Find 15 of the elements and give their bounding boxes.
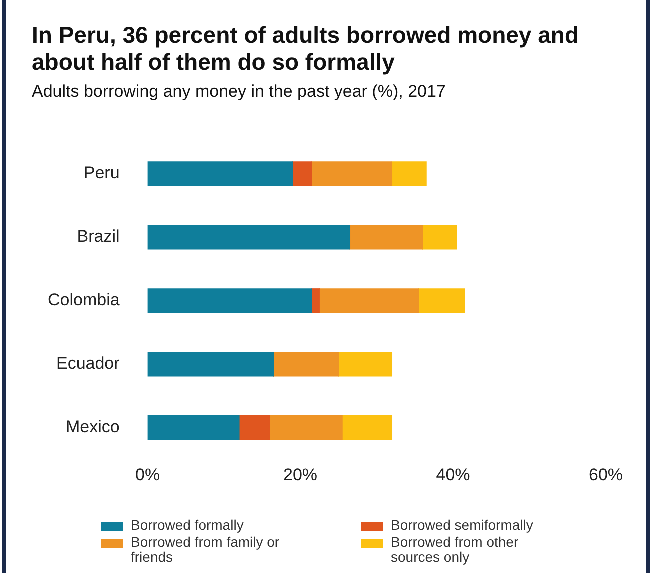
legend-label: Borrowed from family or friends [131,534,281,565]
legend-label: Borrowed from other sources only [391,534,520,565]
x-tick-label: 20% [284,465,318,484]
y-tick-label: Brazil [77,227,120,246]
x-tick-label: 0% [136,465,160,484]
y-tick-label: Peru [84,164,120,183]
x-tick-label: 40% [436,465,470,484]
y-tick-label: Ecuador [56,354,120,374]
legend-label: Borrowed semiformally [391,517,534,533]
chart-title: In Peru, 36 percent of adults borrowed money and about half of them do so formally [32,22,580,76]
y-tick-label: Colombia [48,290,120,310]
legend-label: Borrowed formally [131,517,245,533]
y-tick-label: Mexico [66,418,120,437]
chart-subtitle: Adults borrowing any money in the past year (%), 2017 [32,82,446,102]
x-tick-label: 60% [588,465,624,484]
